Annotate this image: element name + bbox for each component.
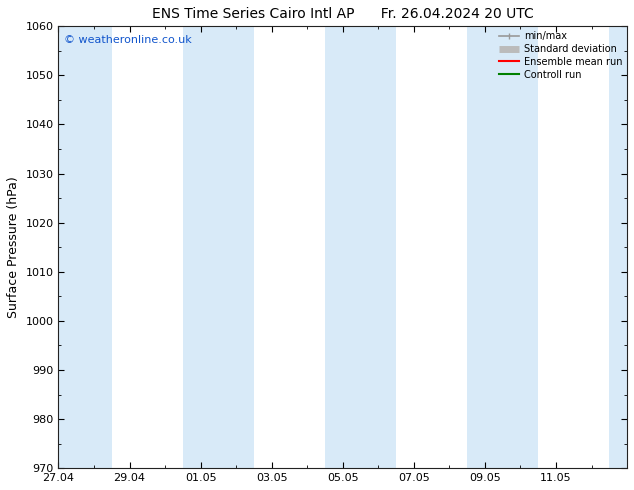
Bar	[467, 26, 538, 468]
Bar	[183, 26, 254, 468]
Bar	[58, 26, 112, 468]
Y-axis label: Surface Pressure (hPa): Surface Pressure (hPa)	[7, 176, 20, 318]
Title: ENS Time Series Cairo Intl AP      Fr. 26.04.2024 20 UTC: ENS Time Series Cairo Intl AP Fr. 26.04.…	[152, 7, 534, 21]
Text: © weatheronline.co.uk: © weatheronline.co.uk	[64, 35, 192, 45]
Bar	[325, 26, 396, 468]
Legend: min/max, Standard deviation, Ensemble mean run, Controll run: min/max, Standard deviation, Ensemble me…	[500, 31, 622, 80]
Bar	[609, 26, 627, 468]
